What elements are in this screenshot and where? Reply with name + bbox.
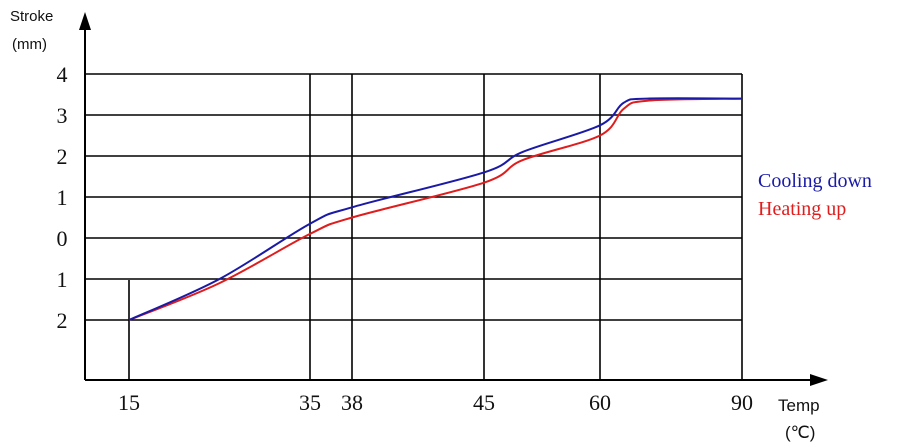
y-tick-label: 2 (57, 308, 68, 333)
y-tick-label: 2 (57, 144, 68, 169)
series-line-cooling-down (128, 97, 743, 321)
x-tick-label: 35 (299, 390, 321, 415)
y-tick-label: 0 (57, 226, 68, 251)
x-tick-label: 90 (731, 390, 753, 415)
x-tick-label: 60 (589, 390, 611, 415)
y-tick-label: 1 (57, 267, 68, 292)
series-lines (128, 97, 743, 321)
x-tick-label: 45 (473, 390, 495, 415)
y-tick-label: 4 (57, 62, 68, 87)
grid (85, 73, 743, 380)
y-axis-arrow (79, 12, 91, 30)
x-axis-title: Temp (778, 396, 820, 415)
y-axis-title: Stroke (10, 8, 53, 25)
axes (79, 12, 828, 386)
x-tick-label: 15 (118, 390, 140, 415)
x-axis-unit: (℃) (785, 423, 815, 442)
x-axis-arrow (810, 374, 828, 386)
legend-heating-up: Heating up (758, 198, 847, 220)
y-tick-label: 3 (57, 103, 68, 128)
tick-labels: 4 3 2 1 0 1 2 15 35 38 45 60 90 (57, 62, 754, 415)
y-axis-unit: (mm) (12, 36, 47, 53)
legend-cooling-down: Cooling down (758, 170, 872, 192)
series-line-heating-up (128, 97, 743, 321)
y-tick-label: 1 (57, 185, 68, 210)
x-tick-label: 38 (341, 390, 363, 415)
